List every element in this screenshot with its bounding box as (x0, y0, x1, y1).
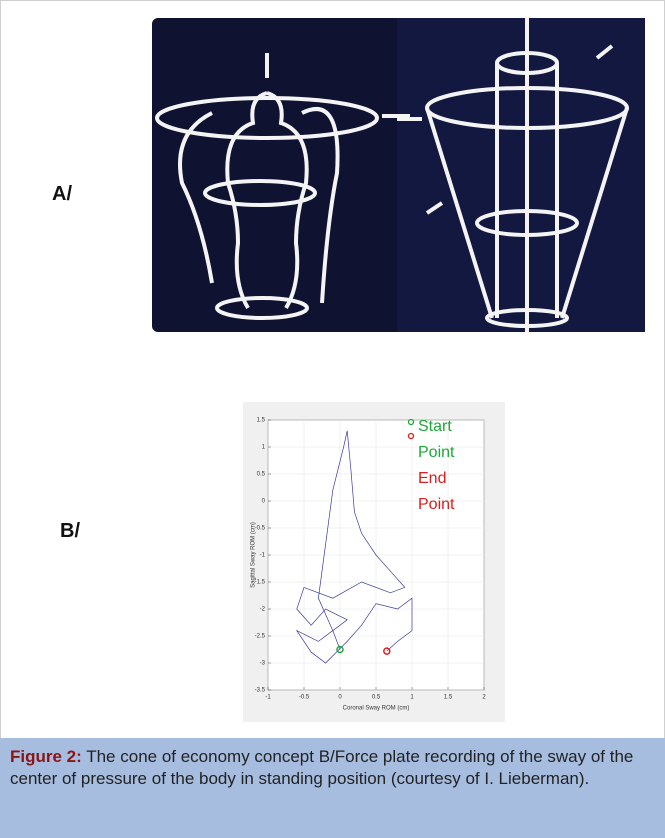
x-axis-label: Coronal Sway ROM (cm) (343, 706, 410, 712)
y-tick-label: 0.5 (257, 472, 266, 478)
figure-caption: Figure 2: The cone of economy concept B/… (0, 738, 665, 838)
caption-text: The cone of economy concept B/Force plat… (10, 747, 633, 788)
legend-text: Start Point (418, 414, 466, 466)
x-tick-label: 0.5 (372, 695, 381, 701)
x-tick-label: 1.5 (444, 695, 453, 701)
y-tick-label: -0.5 (255, 526, 266, 532)
x-tick-label: -1 (265, 695, 271, 701)
cone-photo (152, 18, 645, 332)
y-tick-label: -3.5 (255, 688, 266, 694)
caption-label: Figure 2: (10, 747, 82, 766)
panel-label: B/ (60, 520, 80, 543)
y-tick-label: -3 (260, 661, 266, 667)
x-tick-label: -0.5 (299, 695, 310, 701)
page: {"panel_labels": ["A/", "B/"], "chart_da… (0, 0, 665, 838)
y-tick-label: -1 (260, 553, 266, 559)
y-tick-label: -2 (260, 607, 266, 613)
y-axis-label: Sagittal Sway ROM (cm) (251, 522, 257, 588)
y-tick-label: 1.5 (257, 418, 266, 424)
legend-text: End Point (418, 466, 466, 518)
y-tick-label: -1.5 (255, 580, 266, 586)
panel-label: A/ (52, 183, 72, 206)
y-tick-label: -2.5 (255, 634, 266, 640)
